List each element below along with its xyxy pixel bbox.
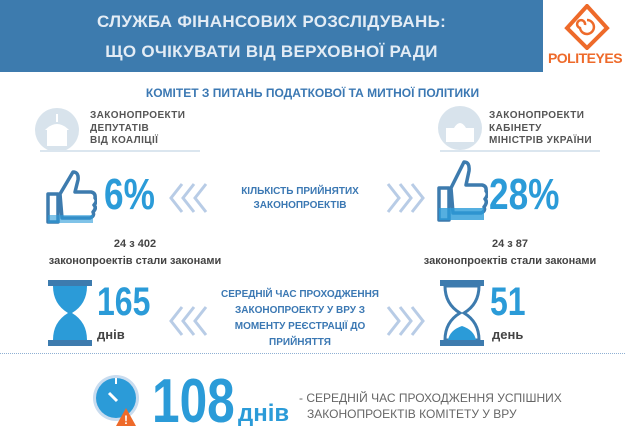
chevrons-left-icon <box>169 183 208 213</box>
avg-time-label: СЕРЕДНІЙ ЧАС ПРОХОДЖЕННЯ ЗАКОНОПРОЕКТУ У… <box>205 287 395 351</box>
label-line: МІНІСТРІВ УКРАЇНИ <box>489 135 592 146</box>
title-line-1: СЛУЖБА ФІНАНСОВИХ РОЗСЛІДУВАНЬ: <box>96 12 447 31</box>
parliament-building-icon <box>35 108 79 152</box>
label-line: КІЛЬКІСТЬ ПРИЙНЯТИХ <box>241 186 359 197</box>
divider <box>440 150 600 152</box>
politeyes-logo-icon <box>564 4 610 50</box>
label-line: КАБІНЕТУ <box>489 122 542 134</box>
cabinet-building-icon <box>438 106 482 150</box>
count-caption: законопроектів стали законами <box>423 255 597 267</box>
count-value: 24 з 402 <box>113 238 157 250</box>
label-line: СЕРЕДНІЙ ЧАС ПРОХОДЖЕННЯ <box>221 289 379 300</box>
label-line: ПРИЙНЯТТЯ <box>269 337 331 348</box>
left-percent: 6% <box>104 170 155 219</box>
right-days: 51 <box>490 280 526 324</box>
footer-description: - СЕРЕДНІЙ ЧАС ПРОХОДЖЕННЯ УСПІШНИХ ЗАКО… <box>299 390 562 422</box>
chevrons-right-icon <box>386 306 425 336</box>
committee-title: КОМІТЕТ З ПИТАНЬ ПОДАТКОВОЇ ТА МИТНОЇ ПО… <box>145 86 480 100</box>
dotted-divider <box>0 353 625 354</box>
footer-days-unit: днів <box>238 400 290 427</box>
desc-line: ЗАКОНОПРОЕКТІВ КОМІТЕТУ У ВРУ <box>307 407 517 421</box>
desc-line: - СЕРЕДНІЙ ЧАС ПРОХОДЖЕННЯ УСПІШНИХ <box>299 391 562 405</box>
left-days-unit: днів <box>97 327 125 342</box>
label-line: ЗАКОНОПРОЕКТИ <box>90 110 186 121</box>
label-line: ЗАКОНОПРОЕКТИ <box>489 110 585 121</box>
right-days-unit: день <box>492 327 524 342</box>
label-line: ЗАКОНОПРОЕКТУ У ВРУ З <box>234 305 366 316</box>
count-value: 24 з 87 <box>491 238 529 250</box>
chevrons-left-icon <box>169 306 208 336</box>
label-line: МОМЕНТУ РЕЄСТРАЦІЇ ДО <box>234 321 366 332</box>
thumbs-up-icon <box>437 160 488 222</box>
right-count: 24 з 87 законопроектів стали законами <box>395 236 625 270</box>
left-group-label: ЗАКОНОПРОЕКТИ ДЕПУТАТІВ ВІД КОАЛІЦІЇ <box>90 110 185 148</box>
divider <box>40 150 200 152</box>
stopwatch-warning-icon: ! <box>93 375 139 427</box>
logo-text: POLITEYES <box>547 50 623 66</box>
left-count: 24 з 402 законопроектів стали законами <box>20 236 250 270</box>
right-group-label: ЗАКОНОПРОЕКТИ КАБІНЕТУ МІНІСТРІВ УКРАЇНИ <box>489 110 592 148</box>
svg-text:!: ! <box>124 413 128 427</box>
title-line-2: ЩО ОЧІКУВАТИ ВІД ВЕРХОВНОЇ РАДИ <box>105 42 438 61</box>
header-banner <box>0 0 543 72</box>
footer-days: 108 <box>152 367 235 436</box>
left-days: 165 <box>97 280 151 324</box>
right-percent: 28% <box>489 170 560 219</box>
label-line: ЗАКОНОПРОЕКТІВ <box>253 200 347 211</box>
label-line: ВІД КОАЛІЦІЇ <box>90 135 159 146</box>
thumbs-up-icon <box>46 170 97 224</box>
hourglass-icon <box>48 280 92 346</box>
count-caption: законопроектів стали законами <box>48 255 222 267</box>
chevrons-right-icon <box>386 183 425 213</box>
label-line: ДЕПУТАТІВ <box>90 122 150 134</box>
hourglass-icon <box>440 280 484 346</box>
accepted-count-label: КІЛЬКІСТЬ ПРИЙНЯТИХ ЗАКОНОПРОЕКТІВ <box>220 185 380 213</box>
